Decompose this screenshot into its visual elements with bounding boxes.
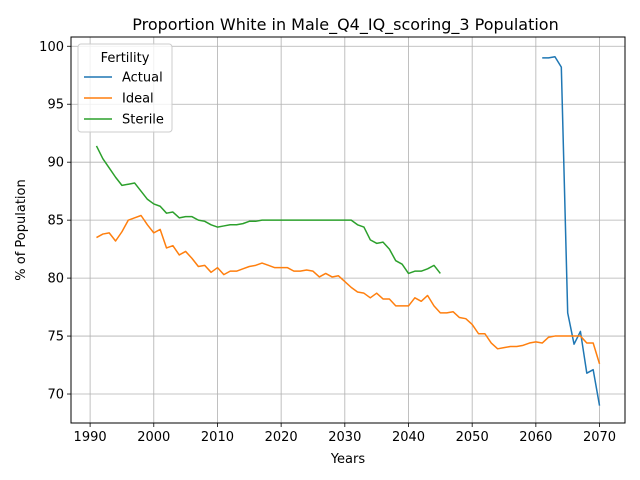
y-tick-label: 90 [47, 156, 64, 171]
x-tick-label: 2020 [265, 430, 298, 445]
grid [71, 37, 625, 423]
y-axis: 70 75 80 85 90 95 100 [39, 40, 71, 403]
y-tick-label: 85 [47, 214, 64, 229]
legend-entries: Actual Ideal Sterile [84, 71, 164, 128]
x-tick-label: 1990 [74, 430, 107, 445]
x-axis: 1990 2000 2010 2020 2030 2040 2050 2060 2070 [74, 423, 616, 445]
x-tick-label: 2040 [392, 430, 425, 445]
y-tick-label: 75 [47, 330, 64, 345]
y-tick-label: 70 [47, 388, 64, 403]
x-tick-label: 2060 [519, 430, 552, 445]
x-tick-label: 2050 [456, 430, 489, 445]
plot-frame [70, 36, 626, 424]
x-axis-label: Years [330, 452, 366, 467]
y-tick-label: 100 [39, 40, 64, 55]
series-lines [95, 55, 601, 406]
legend-label-ideal: Ideal [122, 92, 154, 107]
series-line-sterile [95, 145, 441, 275]
x-tick-label: 2070 [583, 430, 616, 445]
chart-title: Proportion White in Male_Q4_IQ_scoring_3… [132, 15, 558, 35]
legend-title: Fertility [101, 51, 150, 66]
y-axis-label: % of Population [14, 179, 29, 280]
series-line-actual [542, 55, 601, 406]
x-tick-label: 2030 [328, 430, 361, 445]
x-tick-label: 2010 [201, 430, 234, 445]
x-tick-label: 2000 [137, 430, 170, 445]
y-tick-label: 80 [47, 272, 64, 287]
legend-label-sterile: Sterile [122, 113, 164, 128]
legend-label-actual: Actual [122, 71, 163, 86]
series-line-ideal [96, 214, 601, 365]
legend: Fertility Actual Ideal Sterile [77, 43, 173, 133]
y-tick-label: 95 [47, 98, 64, 113]
legend-box [77, 43, 173, 133]
